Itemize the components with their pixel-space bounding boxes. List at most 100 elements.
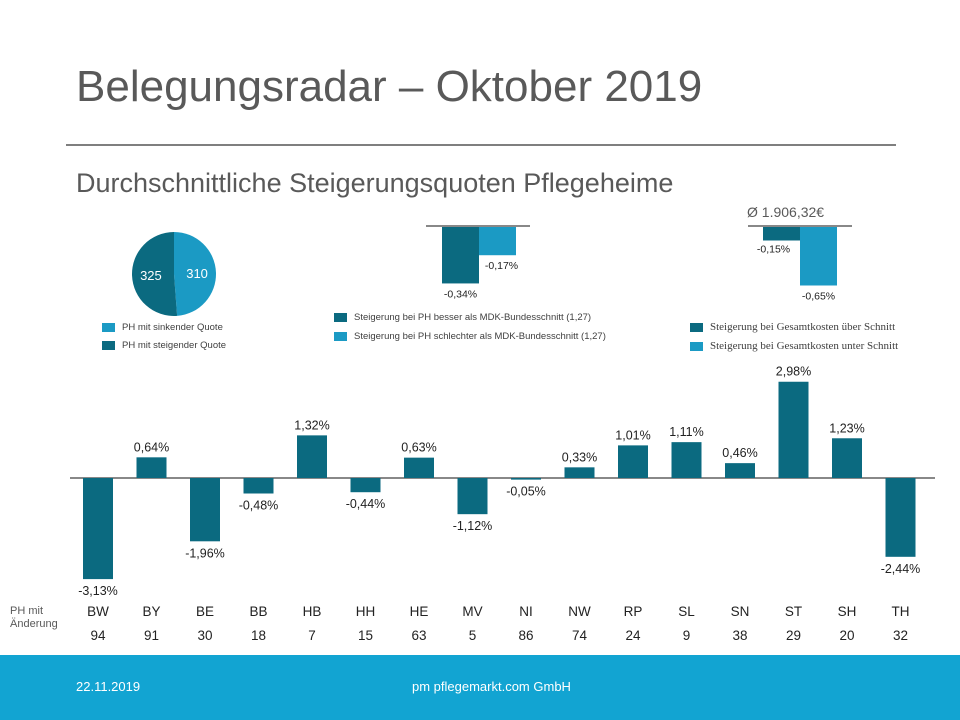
bar-be <box>190 478 220 542</box>
bar-bw <box>83 478 113 580</box>
bar-value-label: 0,63% <box>401 441 436 455</box>
legend-item-right-ueber: Steigerung bei Gesamtkosten über Schnitt <box>690 321 895 333</box>
bar-st <box>778 381 809 478</box>
category-tick-label: HE <box>410 604 429 619</box>
legend-label: PH mit sinkender Quote <box>122 322 223 333</box>
ph-count-label: 63 <box>411 628 426 643</box>
ph-change-label-line2: Änderung <box>10 618 58 630</box>
ph-count-label: 18 <box>251 628 266 643</box>
pie-slice-label: 325 <box>140 268 162 283</box>
legend-item-pie-steigend: PH mit steigender Quote <box>102 340 226 351</box>
bar-value-label: -0,34% <box>444 288 477 300</box>
ph-count-label: 32 <box>893 628 908 643</box>
bar-rp <box>618 445 648 478</box>
bar-by <box>136 457 167 478</box>
bar-hb <box>297 435 327 478</box>
category-tick-label: SH <box>838 604 857 619</box>
bar <box>763 227 800 241</box>
bar-value-label: -1,12% <box>453 519 493 533</box>
bar-nw <box>564 467 595 478</box>
ph-count-label: 29 <box>786 628 801 643</box>
ph-count-label: 91 <box>144 628 159 643</box>
ph-count-label: 38 <box>732 628 747 643</box>
bar-value-label: -0,48% <box>239 499 279 513</box>
legend-item-pie-sinkend: PH mit sinkender Quote <box>102 322 223 333</box>
category-tick-label: SL <box>678 604 695 619</box>
ph-count-label: 24 <box>625 628 641 643</box>
legend-item-mid-schlechter: Steigerung bei PH schlechter als MDK-Bun… <box>334 331 606 342</box>
bar-value-label: 0,64% <box>134 440 169 454</box>
legend-swatch-light <box>334 332 347 341</box>
category-tick-label: NI <box>519 604 533 619</box>
bar-value-label: 0,46% <box>722 446 757 460</box>
bar-he <box>404 457 434 478</box>
ph-count-label: 7 <box>308 628 316 643</box>
legend-swatch-dark <box>690 322 703 332</box>
category-tick-label: BW <box>87 604 109 619</box>
ph-count-label: 15 <box>358 628 373 643</box>
ph-count-label: 5 <box>469 628 477 643</box>
legend-label: Steigerung bei PH besser als MDK-Bundess… <box>354 312 592 323</box>
ph-count-label: 20 <box>839 628 854 643</box>
ph-change-label: PH mit Änderung <box>10 605 58 631</box>
category-tick-label: TH <box>892 604 910 619</box>
ph-change-label-line1: PH mit <box>10 605 43 617</box>
category-tick-label: BB <box>249 604 267 619</box>
category-tick-label: SN <box>731 604 750 619</box>
bar-value-label: -2,44% <box>881 562 921 576</box>
bar <box>800 227 837 286</box>
bar-sn <box>725 463 755 478</box>
pie-slice-label: 310 <box>186 266 208 281</box>
bar-value-label: 1,01% <box>615 428 650 442</box>
bar-bb <box>243 478 274 494</box>
bar-value-label: -0,44% <box>346 497 386 511</box>
category-tick-label: HB <box>303 604 322 619</box>
ph-count-label: 9 <box>683 628 691 643</box>
bar-value-label: -0,15% <box>757 244 790 256</box>
average-cost-label: Ø 1.906,32€ <box>747 204 825 220</box>
legend-swatch-light <box>690 341 703 351</box>
bar-ni <box>511 478 541 480</box>
legend-label: PH mit steigender Quote <box>122 340 227 351</box>
bar-th <box>885 478 916 557</box>
mdk-comparison-chart: -0,34% -0,17% <box>426 225 530 300</box>
pie-slice <box>132 232 178 316</box>
bar-value-label: 1,11% <box>669 425 704 439</box>
legend-label: Steigerung bei Gesamtkosten über Schnitt <box>710 321 896 333</box>
bar-hh <box>350 478 381 493</box>
ph-count-label: 30 <box>197 628 212 643</box>
legend-swatch-dark <box>102 341 115 350</box>
legend-swatch-light <box>102 323 115 332</box>
bar-sh <box>832 438 862 478</box>
bar <box>479 227 516 256</box>
state-bar-chart: -3,13% BW 94 0,64% BY 91 -1,96% BE 30 -0,48% BB 18 1… <box>70 365 935 643</box>
category-tick-label: MV <box>462 604 482 619</box>
category-tick-label: NW <box>568 604 591 619</box>
pie-slice <box>174 232 217 316</box>
bar-value-label: 0,33% <box>562 450 597 464</box>
legend-swatch-dark <box>334 313 347 322</box>
ph-count-label: 86 <box>518 628 533 643</box>
bar <box>442 227 479 284</box>
page-title: Belegungsradar – Oktober 2019 <box>76 62 703 111</box>
title-divider <box>66 144 896 146</box>
cost-comparison-chart: -0,15% -0,65% <box>748 225 852 303</box>
footer-date: 22.11.2019 <box>76 679 141 694</box>
bar-value-label: 2,98% <box>776 365 811 379</box>
bar-value-label: -0,05% <box>506 485 546 499</box>
bar-mv <box>457 478 488 515</box>
category-tick-label: HH <box>356 604 376 619</box>
legend-label: Steigerung bei Gesamtkosten unter Schnit… <box>710 340 899 352</box>
bar-value-label: 1,32% <box>294 418 329 432</box>
category-tick-label: RP <box>624 604 643 619</box>
footer-company: pm pflegemarkt.com GmbH <box>412 679 571 694</box>
category-tick-label: ST <box>785 604 802 619</box>
category-tick-label: BY <box>142 604 160 619</box>
footer-bar <box>0 655 960 720</box>
bar-value-label: 1,23% <box>829 421 864 435</box>
legend-label: Steigerung bei PH schlechter als MDK-Bun… <box>354 331 606 342</box>
bar-sl <box>671 442 702 478</box>
ph-count-label: 74 <box>572 628 588 643</box>
chart-subtitle: Durchschnittliche Steigerungsquoten Pfle… <box>76 168 674 198</box>
ph-count-label: 94 <box>90 628 106 643</box>
